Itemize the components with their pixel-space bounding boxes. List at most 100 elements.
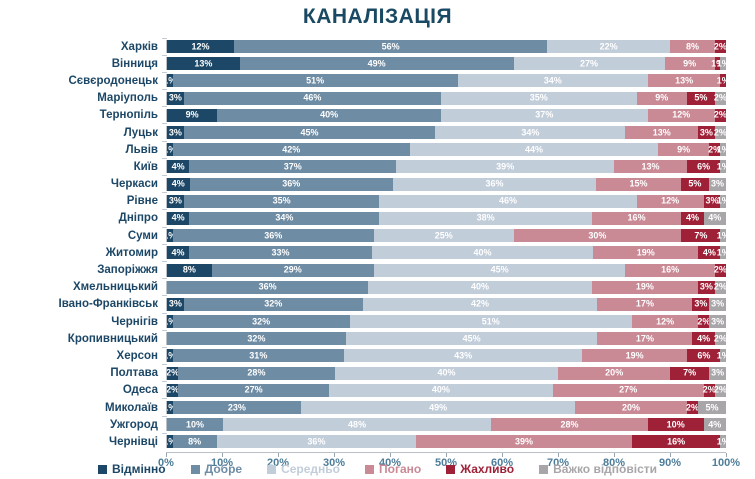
segment-value-label: 2% xyxy=(713,127,726,138)
bar-row: Полтава 2% 28% 40% 20% 7% 3% xyxy=(6,364,726,382)
segment-value-label: 35% xyxy=(272,195,291,206)
bar-segment: 3% xyxy=(167,194,184,208)
stacked-bar: 4% 36% 36% 15% 5% 3% xyxy=(166,177,726,191)
category-label: Полтава xyxy=(110,367,158,380)
bar-segment: 12% xyxy=(631,315,699,329)
bar-row: Чернівці 1% 8% 36% 39% 16% 1% xyxy=(6,432,726,450)
segment-value-label: 1% xyxy=(716,161,726,172)
segment-value-label: 2% xyxy=(713,281,726,292)
segment-value-label: 39% xyxy=(496,161,515,172)
bar-row: Львів1%42%44%9%2%1% xyxy=(6,140,726,158)
legend-label: Добре xyxy=(204,462,243,476)
segment-value-label: 6% xyxy=(697,350,711,361)
stacked-bar: 1% 31% 43% 19% 6% 1% xyxy=(166,349,726,363)
axis-tick-label: 10% xyxy=(210,456,234,469)
bar-segment: 42% xyxy=(172,143,410,157)
segment-value-label: 1% xyxy=(167,403,176,412)
bar-segment: 1% xyxy=(717,246,726,260)
bar-segment: 2% xyxy=(167,383,179,397)
axis-tick xyxy=(278,452,279,457)
stacked-bar: 32% 45% 17% 4% 2% xyxy=(166,332,726,346)
bar-row: Кропивницький 32% 45% 17% 4% 2% xyxy=(6,329,726,347)
bar-segment: 2% xyxy=(708,143,722,157)
segment-value-label: 40% xyxy=(473,247,492,258)
bar-segment: 19% xyxy=(593,246,699,260)
bar-segment: 1% xyxy=(717,435,726,449)
bar-segment: 45% xyxy=(373,263,626,277)
axis-tick xyxy=(222,452,223,457)
axis-tick xyxy=(502,452,503,457)
segment-value-label: 51% xyxy=(306,75,325,86)
bar-segment: 3% xyxy=(167,91,184,105)
segment-value-label: 37% xyxy=(283,161,302,172)
stacked-bar: 8% 29% 45% 16% 2% xyxy=(166,263,726,277)
bar-segment: 13% xyxy=(614,160,687,174)
bar-segment: 27% xyxy=(513,57,665,71)
bar-segment: 1% xyxy=(167,401,176,415)
legend-swatch xyxy=(267,464,277,474)
legend-swatch xyxy=(446,464,456,474)
bar-segment: 3% xyxy=(703,194,721,208)
bar-segment: 39% xyxy=(416,435,632,449)
bar-segment: 5% xyxy=(680,177,710,191)
segment-value-label: 23% xyxy=(227,402,246,413)
segment-value-label: 1% xyxy=(167,437,176,446)
bar-row: Суми 1% 36% 25% 30% 7% 1% xyxy=(6,226,726,244)
stacked-bar: 13%49%27%9%1%1% xyxy=(166,57,726,71)
bar-row: Тернопіль 9% 40% 37% 12% 2% xyxy=(6,106,726,124)
bar-segment: 51% xyxy=(349,315,632,329)
segment-value-label: 13% xyxy=(675,75,694,86)
segment-value-label: 3% xyxy=(711,367,725,378)
category-label: Запоріжжя xyxy=(97,264,158,277)
segment-value-label: 1% xyxy=(716,195,726,206)
bar-row: Одеса 2% 27% 40% 27% 2% 2% xyxy=(6,381,726,399)
segment-value-label: 2% xyxy=(708,144,722,155)
segment-value-label: 17% xyxy=(635,298,654,309)
bar-segment: 9% xyxy=(664,57,715,71)
segment-value-label: 3% xyxy=(168,195,182,206)
segment-value-label: 32% xyxy=(252,316,271,327)
bar-segment: 7% xyxy=(670,366,710,380)
bar-segment: 35% xyxy=(440,91,637,105)
bar-segment: 4% xyxy=(167,160,190,174)
segment-value-label: 3% xyxy=(699,127,713,138)
bar-segment: 4% xyxy=(167,177,190,191)
segment-value-label: 4% xyxy=(708,419,722,430)
segment-value-label: 3% xyxy=(711,178,725,189)
bar-segment: 1% xyxy=(716,160,726,174)
bar-segment: 40% xyxy=(217,108,441,122)
legend-item: Відмінно xyxy=(97,462,166,476)
segment-value-label: 49% xyxy=(367,58,386,69)
segment-value-label: 3% xyxy=(711,298,725,309)
category-label: Львів xyxy=(125,143,158,156)
bar-segment: 1% xyxy=(716,57,726,71)
bar-segment: 3% xyxy=(709,315,726,329)
bar-segment: 27% xyxy=(178,383,330,397)
bar-segment: 10% xyxy=(167,418,223,432)
chart-legend: Відмінно Добре Середньо Погано Жахливо Важко … xyxy=(0,462,755,476)
stacked-bar: 3%35%46%12%3%1% xyxy=(166,194,726,208)
bar-segment: 3% xyxy=(709,366,726,380)
segment-value-label: 19% xyxy=(636,247,655,258)
bar-row: Сєвєродонецьк 1% 51% 34% 13% 1% xyxy=(6,71,726,89)
bar-segment: 4% xyxy=(167,211,190,225)
segment-value-label: 1% xyxy=(716,58,726,69)
bar-segment: 17% xyxy=(597,297,693,311)
segment-value-label: 33% xyxy=(271,247,290,258)
legend-swatch xyxy=(190,464,200,474)
bar-segment: 3% xyxy=(698,126,715,140)
segment-value-label: 1% xyxy=(167,317,176,326)
segment-value-label: 28% xyxy=(247,367,266,378)
bar-segment: 10% xyxy=(647,418,704,432)
bar-segment: 2% xyxy=(686,401,699,415)
segment-value-label: 20% xyxy=(621,402,640,413)
bar-segment: 4% xyxy=(698,246,721,260)
axis-tick-label: 80% xyxy=(602,456,626,469)
stacked-bar: 2% 27% 40% 27% 2% 2% xyxy=(166,383,726,397)
segment-value-label: 34% xyxy=(521,127,540,138)
bar-segment: 27% xyxy=(552,383,704,397)
segment-value-label: 34% xyxy=(543,75,562,86)
category-label: Херсон xyxy=(116,349,158,362)
segment-value-label: 48% xyxy=(348,419,367,430)
